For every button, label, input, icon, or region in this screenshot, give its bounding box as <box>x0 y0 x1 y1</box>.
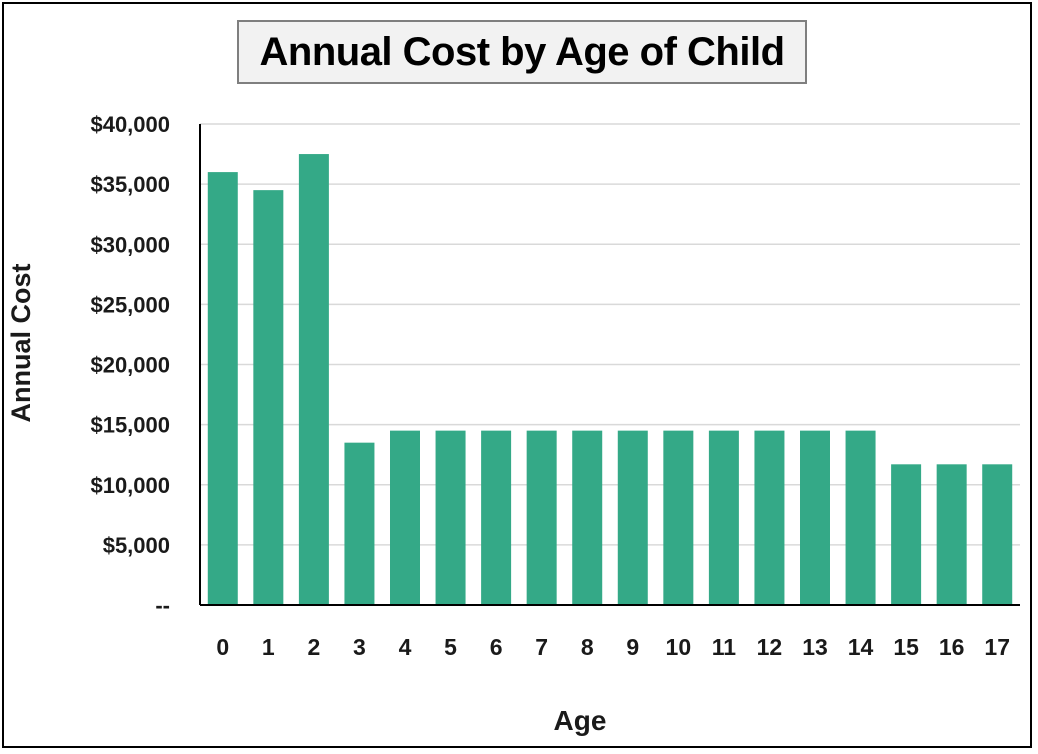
bar <box>891 464 922 605</box>
bar <box>663 430 694 605</box>
x-axis-title: Age <box>554 705 607 736</box>
bar <box>708 430 739 605</box>
y-tick-label: $10,000 <box>90 473 170 498</box>
bar <box>253 190 284 605</box>
x-tick-label: 12 <box>757 634 783 660</box>
bar <box>390 430 420 605</box>
bar <box>344 442 375 605</box>
x-tick-label: 5 <box>444 634 457 660</box>
x-tick-label: 1 <box>262 634 275 660</box>
chart-title: Annual Cost by Age of Child <box>237 20 807 84</box>
x-tick-label: 15 <box>893 634 919 660</box>
bar <box>800 430 830 605</box>
bar <box>526 430 557 605</box>
y-tick-label: $20,000 <box>90 353 170 378</box>
x-tick-label: 2 <box>307 634 320 660</box>
y-tick-label: $40,000 <box>90 112 170 137</box>
bar <box>936 464 967 605</box>
x-tick-label: 3 <box>353 634 366 660</box>
y-tick-label: $35,000 <box>90 172 170 197</box>
y-tick-label: -- <box>155 593 170 618</box>
x-tick-label: 11 <box>712 634 737 660</box>
y-axis-title: Annual Cost <box>6 263 36 422</box>
bar <box>207 172 238 605</box>
x-tick-label: 6 <box>490 634 503 660</box>
x-tick-label: 17 <box>984 634 1010 660</box>
y-tick-label: $15,000 <box>90 413 170 438</box>
bar <box>572 430 603 605</box>
bar <box>298 154 329 605</box>
bars <box>207 154 1013 605</box>
y-tick-label: $5,000 <box>103 533 170 558</box>
x-tick-label: 0 <box>216 634 229 660</box>
bar <box>617 430 648 605</box>
bar <box>435 430 466 605</box>
bar <box>845 430 876 605</box>
bar <box>481 430 512 605</box>
axes <box>199 124 1020 606</box>
x-tick-label: 8 <box>581 634 594 660</box>
bar <box>982 464 1013 605</box>
x-tick-label: 13 <box>802 634 828 660</box>
x-tick-label: 16 <box>939 634 965 660</box>
x-tick-label: 4 <box>399 634 412 660</box>
x-tick-label: 14 <box>848 634 874 660</box>
x-tick-label: 9 <box>626 634 639 660</box>
bar <box>754 430 785 605</box>
gridlines <box>200 123 1020 546</box>
x-tick-label: 7 <box>535 634 548 660</box>
y-tick-label: $30,000 <box>90 232 170 257</box>
tick-labels: -- $5,000 $10,000 $15,000 $20,000 $25,000 $30,… <box>90 112 1010 660</box>
y-tick-label: $25,000 <box>90 292 170 317</box>
x-tick-label: 10 <box>666 634 692 660</box>
